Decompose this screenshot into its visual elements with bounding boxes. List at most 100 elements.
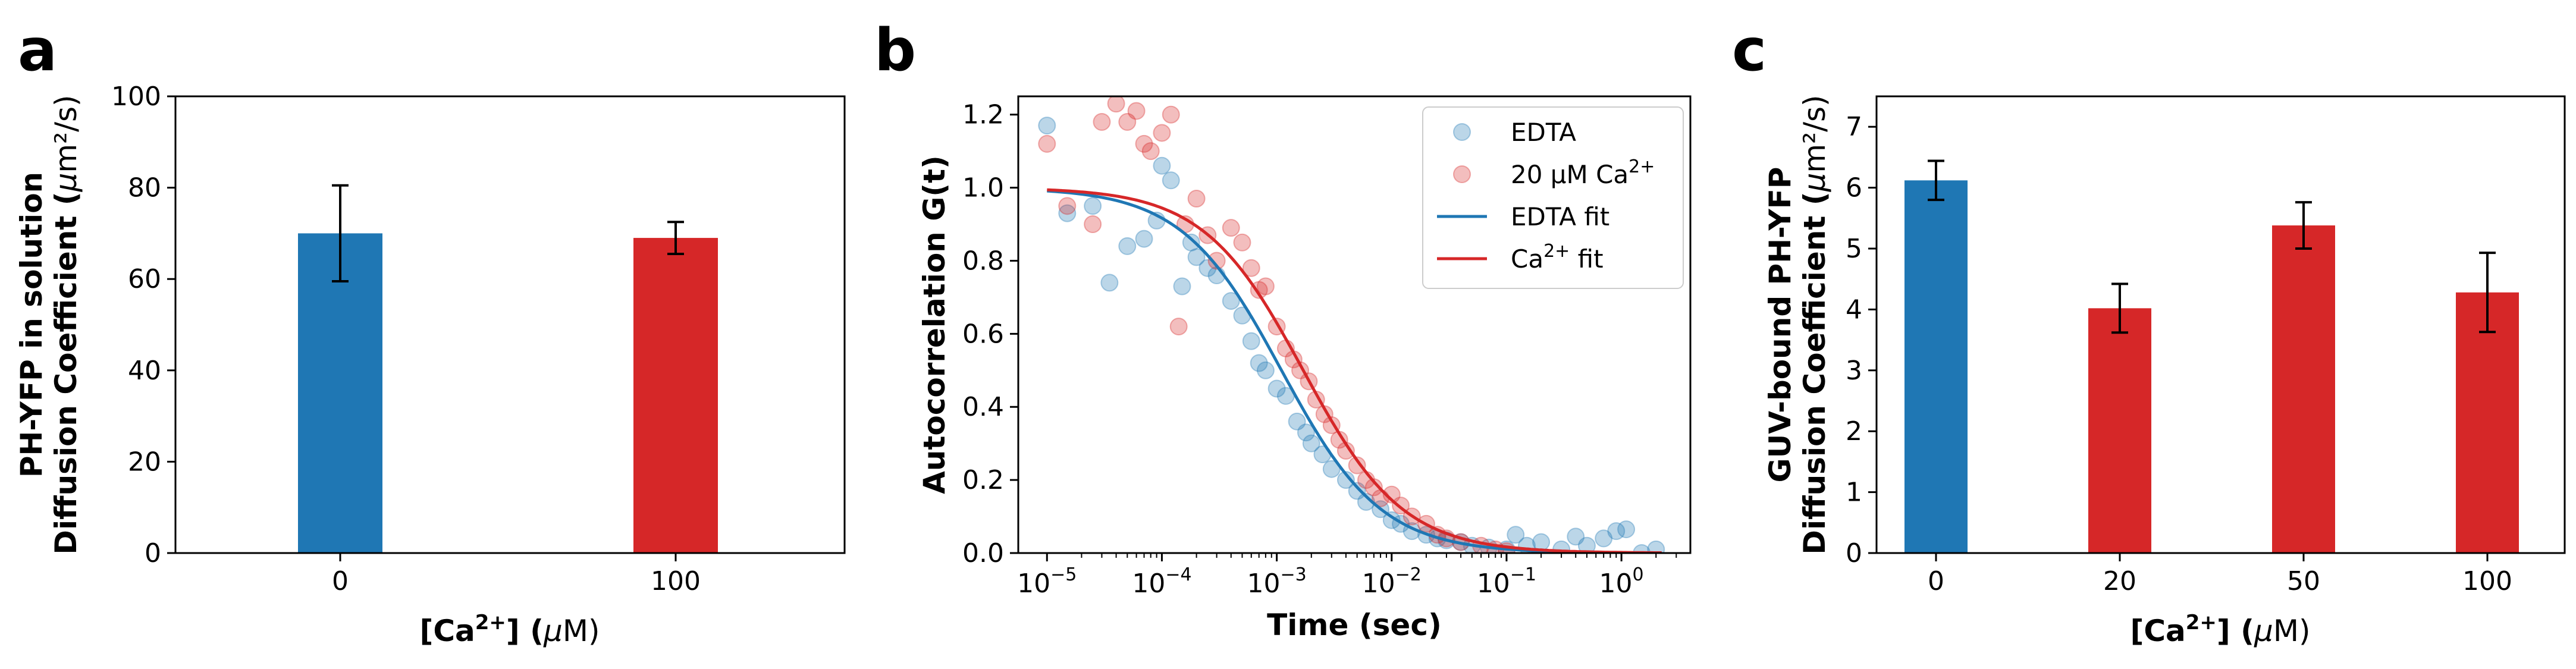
panel-c-bars	[1904, 180, 2519, 553]
data-point-edta-14	[1222, 292, 1240, 310]
x-tick-label--4: 10−4	[1132, 564, 1191, 599]
data-point-ca-4	[1107, 96, 1125, 113]
data-point-edta-22	[1297, 423, 1315, 442]
x-tick-label--3: 10−3	[1247, 564, 1306, 599]
data-point-edta-5	[1135, 230, 1153, 248]
panel-a-bar-chart: a 0 20 40 60 80 100 0 100 [Ca2+] (μM) PH-YFP i…	[14, 17, 846, 648]
legend-label-0: EDTA	[1511, 118, 1576, 147]
data-point-ca-20	[1256, 277, 1275, 296]
x-tick-label--1: 10−1	[1477, 564, 1536, 599]
panel-c-y-label-line1: GUV-bound PH-YFP	[1763, 167, 1797, 483]
panel-a-error-bars	[332, 184, 684, 283]
ca-fit-curve	[1047, 188, 1662, 553]
panel-b-fit-curves	[1047, 188, 1662, 553]
data-point-ca-7	[1135, 134, 1153, 153]
x-tick-label-0: 100	[1599, 564, 1644, 599]
data-point-edta-9	[1173, 277, 1191, 296]
data-point-edta-47	[1607, 522, 1626, 541]
data-point-edta-27	[1348, 482, 1366, 500]
panel-c-x-axis-label: [Ca2+] (μM)	[2130, 611, 2310, 648]
panel-c-y-label-line2: Diffusion Coefficient (μm²/s)	[1797, 95, 1832, 554]
y-tick-label-20: 20	[128, 447, 161, 477]
panel-c-y-ticks: 0 1 2 3 4 5 6 7	[1846, 112, 1877, 569]
legend-label-2: EDTA fit	[1511, 202, 1609, 231]
data-point-ca-3	[1093, 113, 1111, 131]
data-point-edta-18	[1256, 361, 1275, 379]
y-tick-label-5: 5	[1846, 234, 1862, 264]
data-point-edta-2	[1084, 197, 1102, 215]
data-point-edta-19	[1267, 379, 1286, 398]
panel-b-x-ticks: 10−5 10−4 10−3 10−2 10−1 100	[1017, 553, 1677, 599]
data-point-edta-26	[1336, 471, 1355, 489]
panel-c-axes-frame	[1875, 95, 2566, 554]
data-point-ca-0	[1038, 134, 1056, 153]
panel-b-y-ticks: 0.0 0.2 0.4 0.6 0.8 1.0 1.2	[962, 100, 1018, 569]
data-point-edta-30	[1382, 511, 1401, 529]
y-tick-label-4: 4	[1846, 294, 1862, 325]
data-point-edta-4	[1118, 237, 1137, 255]
panel-a-x-axis-label: [Ca2+] (μM)	[419, 611, 600, 648]
legend-marker-1	[1453, 165, 1471, 183]
x-tick-label-20: 20	[2103, 566, 2136, 596]
data-point-edta-23	[1302, 434, 1320, 453]
data-point-ca-15	[1207, 252, 1226, 270]
panel-a-y-ticks: 0 20 40 60 80 100	[111, 81, 175, 569]
data-point-edta-49	[1633, 544, 1651, 553]
data-point-edta-8	[1162, 171, 1180, 190]
data-point-ca-13	[1187, 190, 1206, 208]
y-tick-label-2: 2	[1846, 416, 1862, 447]
data-point-ca-31	[1348, 456, 1366, 475]
panel-a-y-label-line2: Diffusion Coefficient (μm²/s)	[49, 95, 83, 554]
bar-50	[2272, 225, 2335, 553]
y-tick-label-0.6: 0.6	[962, 319, 1004, 349]
data-point-ca-1	[1058, 197, 1077, 215]
y-tick-label-1.0: 1.0	[962, 173, 1004, 203]
bar-100	[633, 238, 718, 554]
panel-a-y-axis-label: PH-YFP in solution Diffusion Coefficient…	[14, 95, 83, 554]
data-point-edta-25	[1322, 460, 1341, 478]
data-point-edta-46	[1595, 529, 1613, 548]
panel-c-x-ticks: 0 20 50 100	[1928, 553, 2512, 596]
y-tick-label-7: 7	[1846, 112, 1862, 142]
data-point-edta-11	[1187, 248, 1206, 266]
panel-a-axes-frame	[174, 95, 846, 554]
y-tick-label-3: 3	[1846, 356, 1862, 386]
data-point-ca-2	[1084, 215, 1102, 234]
data-point-ca-9	[1153, 124, 1171, 142]
legend-marker-0	[1453, 123, 1471, 141]
y-tick-label-6: 6	[1846, 173, 1862, 203]
y-tick-label-100: 100	[111, 81, 161, 112]
y-tick-label-0.2: 0.2	[962, 465, 1004, 495]
data-point-ca-5	[1118, 113, 1137, 131]
data-point-ca-33	[1364, 478, 1383, 497]
panel-a-x-ticks: 0 100	[332, 553, 701, 596]
panel-letter-a: a	[18, 17, 57, 84]
y-tick-label-1: 1	[1846, 478, 1862, 508]
y-tick-label-80: 80	[128, 173, 161, 203]
bar-0	[298, 233, 382, 553]
y-tick-label-0.0: 0.0	[962, 538, 1004, 569]
y-tick-label-0.8: 0.8	[962, 246, 1004, 276]
bar-100	[2456, 292, 2519, 553]
data-point-ca-16	[1222, 219, 1240, 237]
y-tick-label-1.2: 1.2	[962, 100, 1004, 130]
panel-a-bars	[298, 233, 718, 554]
panel-b-axes-frame	[1017, 95, 1692, 554]
data-point-ca-35	[1382, 485, 1401, 504]
panel-letter-c: c	[1732, 17, 1767, 84]
data-point-edta-48	[1617, 520, 1636, 539]
legend-label-1: 20 μM Ca2+	[1511, 156, 1655, 189]
data-point-edta-12	[1198, 259, 1217, 277]
data-point-ca-10	[1162, 105, 1180, 124]
y-tick-label-0: 0	[145, 538, 161, 569]
panel-c-bar-chart: c 0 1 2 3 4 5 6 7 0 20 50 100 [Ca2+] (μM) GUV-boun…	[1732, 17, 2566, 648]
x-tick-label-100: 100	[651, 566, 701, 596]
bar-0	[1904, 180, 1968, 553]
panel-c-error-bars	[1928, 159, 2496, 334]
panel-letter-b: b	[874, 17, 916, 84]
data-point-ca-6	[1127, 102, 1146, 120]
data-point-edta-16	[1242, 332, 1260, 350]
data-point-edta-42	[1532, 533, 1551, 551]
panel-b-x-axis-label: Time (sec)	[1267, 608, 1442, 642]
